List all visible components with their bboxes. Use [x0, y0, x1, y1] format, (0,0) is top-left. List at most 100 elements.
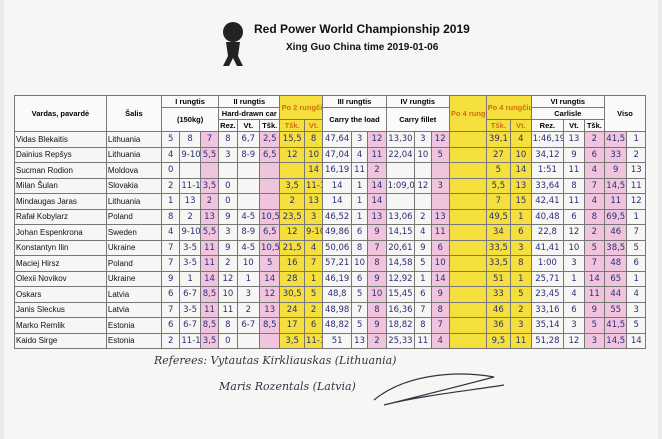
score-cell: 2 [279, 193, 305, 210]
score-cell: 12 [626, 193, 646, 210]
score-cell: 1 [626, 208, 646, 225]
paper-sheet: Red Power World Championship 2019 Xing G… [4, 0, 658, 439]
score-cell: 11 [430, 224, 450, 241]
referee-line: Maris Rozentals (Latvia) [219, 380, 356, 393]
score-cell: 14 [322, 177, 352, 194]
score-cell [448, 162, 487, 179]
score-cell [448, 286, 487, 303]
score-cell: 1 [510, 208, 532, 225]
score-cell: 7 [199, 131, 220, 148]
score-cell: 3,5 [199, 177, 220, 194]
score-cell: 14,58 [385, 255, 416, 272]
score-cell: 6 [626, 255, 646, 272]
athlete-name: Marko Remlik [14, 317, 107, 334]
score-cell: 4 [303, 239, 324, 256]
athlete-row: Johan Espenkrona Sweden 4 9-10 5,5 3 8-9 6,5 12 9… [14, 224, 646, 241]
athlete-country: Poland [105, 208, 163, 225]
score-cell: 7 [303, 255, 324, 272]
score-cell: 4 [160, 146, 181, 163]
score-cell: 1:09,08 [385, 177, 416, 194]
score-cell: 2 [303, 301, 324, 318]
group-header: III rungtis [322, 95, 387, 108]
score-cell: 12 [367, 131, 387, 148]
score-cell: 1 [303, 270, 324, 287]
score-cell: 8 [160, 208, 181, 225]
score-cell: 46 [485, 301, 512, 318]
score-cell [385, 162, 416, 179]
score-cell: 6 [430, 239, 450, 256]
score-cell: 47,64 [322, 131, 352, 148]
score-cell: 14 [258, 270, 281, 287]
score-cell: 1 [414, 270, 432, 287]
score-cell: 1 [179, 270, 201, 287]
score-cell: 13 [350, 332, 369, 349]
score-cell: 33,16 [530, 301, 565, 318]
score-cell: 14 [322, 193, 352, 210]
score-cell: 8 [367, 255, 387, 272]
score-cell: 22,04 [385, 146, 416, 163]
group-header: II rungtis [218, 95, 281, 108]
score-cell: 14,15 [385, 224, 416, 241]
score-cell: 6,7 [236, 131, 261, 148]
score-cell: 9,5 [485, 332, 512, 349]
athlete-row: Sucman Rodion Moldova 0 14 16,19 11 2 5 14 1:51 11… [14, 162, 646, 179]
score-cell: 6 [160, 317, 181, 334]
score-cell: 2,5 [258, 131, 281, 148]
athlete-country: Latvia [105, 286, 163, 303]
sub-column-header: Tšk. [279, 119, 305, 132]
score-cell: 12 [563, 224, 585, 241]
score-cell [430, 162, 450, 179]
score-cell: 3 [563, 255, 585, 272]
score-cell: 41,41 [530, 239, 565, 256]
score-cell: 8,5 [258, 317, 281, 334]
group-subheader: Carlisle [530, 107, 606, 120]
athlete-country: Estonia [105, 332, 163, 349]
score-cell: 13 [430, 208, 450, 225]
score-cell: 10,5 [258, 239, 281, 256]
score-cell: 3 [350, 131, 369, 148]
score-cell: 4 [583, 162, 606, 179]
score-cell: 3 [303, 208, 324, 225]
score-cell: 6 [563, 208, 585, 225]
score-cell: 9-10 [179, 224, 201, 241]
sub-column-header: Rez. [530, 119, 565, 132]
score-cell: 1 [160, 193, 181, 210]
score-cell: 49,5 [485, 208, 512, 225]
score-cell: 3,5 [279, 177, 305, 194]
score-cell: 14 [510, 162, 532, 179]
score-cell: 3-5 [179, 301, 201, 318]
score-cell: 14 [430, 270, 450, 287]
score-cell: 16 [279, 255, 305, 272]
score-cell: 38,5 [604, 239, 628, 256]
score-cell: 3 [510, 239, 532, 256]
athlete-country: Ukraine [105, 270, 163, 287]
score-cell: 12 [279, 146, 305, 163]
athlete-name: Milan Šulan [14, 177, 107, 194]
athlete-name: Olexii Novikov [14, 270, 107, 287]
score-cell: 6-7 [179, 317, 201, 334]
score-cell: 6,5 [258, 146, 281, 163]
athlete-country: Ukraine [105, 239, 163, 256]
score-cell: 48,8 [322, 286, 352, 303]
score-cell: 0 [218, 332, 238, 349]
score-cell: 7 [626, 224, 646, 241]
score-cell: 5 [303, 286, 324, 303]
header-row: Vardas, pavardė Šalis I rungtis II rungtis P… [14, 95, 646, 132]
group-header: Po 4 rungčių [448, 95, 487, 132]
score-cell: 22,8 [530, 224, 565, 241]
score-cell: 23,5 [279, 208, 305, 225]
score-cell: 2 [160, 177, 181, 194]
score-cell: 12 [258, 286, 281, 303]
score-cell: 3-5 [179, 255, 201, 272]
score-cell: 46 [604, 224, 628, 241]
score-cell [448, 239, 487, 256]
score-cell [414, 193, 432, 210]
score-cell: 3 [414, 131, 432, 148]
athlete-name: Rafał Kobylarz [14, 208, 107, 225]
score-cell: 48,98 [322, 301, 352, 318]
score-cell: 2 [218, 255, 238, 272]
score-cell: 1 [510, 270, 532, 287]
sub-column-header: Tšk. [258, 119, 281, 132]
score-cell: 8 [350, 239, 369, 256]
athlete-country: Lithuania [105, 146, 163, 163]
